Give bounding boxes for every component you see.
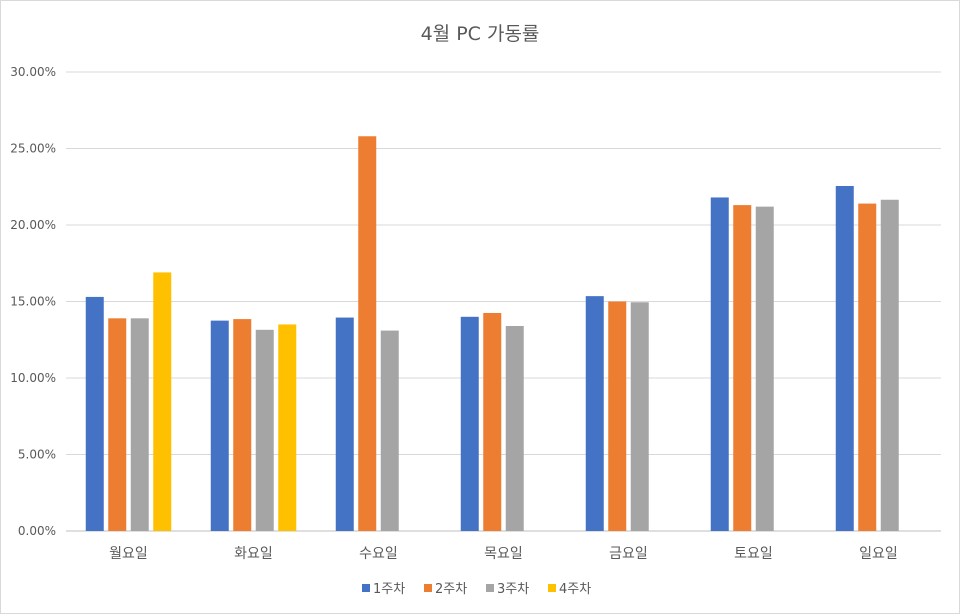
bar-2주차-일요일 — [858, 203, 877, 531]
bar-2주차-금요일 — [608, 301, 627, 531]
bar-2주차-월요일 — [108, 318, 127, 531]
bar-3주차-금요일 — [630, 302, 649, 531]
bar-1주차-토요일 — [710, 197, 729, 531]
bar-1주차-월요일 — [85, 296, 104, 531]
y-axis-ticks: 0.00% 5.00% 10.00% 15.00% 20.00% 25.00% 30.00% — [10, 65, 56, 538]
legend-swatch — [486, 584, 494, 592]
y-tick-label: 20.00% — [10, 218, 56, 232]
x-category-label: 화요일 — [234, 546, 273, 562]
legend-label: 4주차 — [559, 582, 591, 597]
y-tick-label: 30.00% — [10, 65, 56, 79]
bar-1주차-화요일 — [210, 320, 229, 531]
y-tick-label: 25.00% — [10, 142, 56, 156]
bar-3주차-수요일 — [380, 330, 399, 531]
bar-3주차-월요일 — [130, 318, 149, 531]
bar-1주차-금요일 — [585, 296, 604, 531]
y-tick-label: 0.00% — [18, 524, 56, 538]
gridlines — [66, 71, 941, 532]
legend-label: 2주차 — [435, 582, 467, 597]
legend-item: 3주차 — [486, 582, 529, 597]
bar-3주차-목요일 — [505, 325, 524, 531]
legend-swatch — [548, 584, 556, 592]
bar-3주차-토요일 — [755, 206, 774, 531]
bar-3주차-화요일 — [255, 329, 274, 531]
x-category-label: 수요일 — [359, 546, 398, 562]
x-category-label: 월요일 — [109, 546, 148, 562]
x-category-label: 금요일 — [609, 546, 648, 562]
legend: 1주차 2주차 3주차 4주차 — [362, 582, 591, 597]
bar-2주차-화요일 — [233, 319, 252, 531]
chart-title: 4월 PC 가동률 — [421, 23, 540, 45]
legend-item: 1주차 — [362, 582, 405, 597]
bar-2주차-수요일 — [358, 136, 377, 531]
bar-1주차-목요일 — [460, 316, 479, 531]
bar-2주차-목요일 — [483, 312, 502, 531]
bar-1주차-수요일 — [335, 317, 354, 531]
legend-swatch — [424, 584, 432, 592]
legend-label: 1주차 — [373, 582, 405, 597]
legend-swatch — [362, 584, 370, 592]
bar-4주차-월요일 — [153, 272, 172, 531]
bar-1주차-일요일 — [835, 185, 854, 532]
x-category-label: 일요일 — [859, 546, 898, 562]
y-tick-label: 15.00% — [10, 295, 56, 309]
bars — [85, 136, 899, 532]
bar-2주차-토요일 — [733, 205, 752, 532]
legend-label: 3주차 — [497, 582, 529, 597]
y-tick-label: 5.00% — [18, 448, 56, 462]
x-category-label: 토요일 — [734, 546, 773, 562]
legend-item: 2주차 — [424, 582, 467, 597]
y-tick-label: 10.00% — [10, 371, 56, 385]
x-category-label: 목요일 — [484, 546, 523, 562]
legend-item: 4주차 — [548, 582, 591, 597]
bar-3주차-일요일 — [880, 199, 899, 531]
bar-4주차-화요일 — [278, 324, 297, 531]
x-axis-categories: 월요일 화요일 수요일 목요일 금요일 토요일 일요일 — [109, 546, 898, 562]
